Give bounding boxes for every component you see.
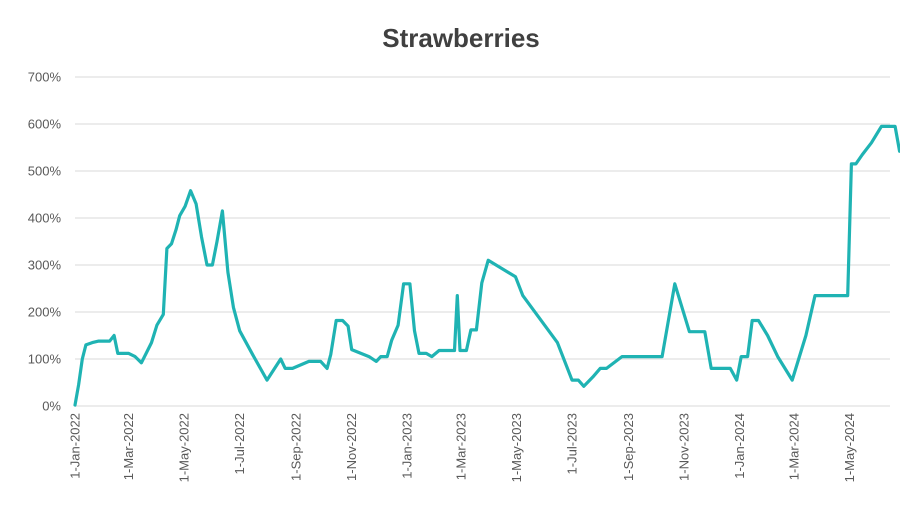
y-tick-label: 300% (28, 258, 62, 273)
x-tick-label: 1-Jan-2023 (400, 413, 415, 479)
x-tick-label: 1-Jan-2022 (68, 413, 83, 479)
x-tick-label: 1-Mar-2022 (121, 413, 136, 480)
y-tick-label: 600% (28, 117, 62, 132)
series-line (73, 124, 900, 407)
y-tick-label: 200% (28, 305, 62, 320)
y-tick-label: 0% (42, 399, 61, 414)
x-tick-label: 1-Sep-2023 (621, 413, 636, 481)
x-tick-label: 1-Mar-2023 (453, 413, 468, 480)
x-tick-label: 1-Jul-2022 (232, 413, 247, 474)
x-tick-label: 1-May-2022 (177, 413, 192, 482)
series-group (73, 124, 900, 407)
y-tick-label: 700% (28, 70, 62, 85)
x-tick-label: 1-Jul-2023 (564, 413, 579, 474)
x-tick-label: 1-May-2023 (509, 413, 524, 482)
y-tick-label: 400% (28, 211, 62, 226)
x-tick-label: 1-May-2024 (842, 413, 857, 482)
y-tick-label: 100% (28, 352, 62, 367)
x-tick-label: 1-Jan-2024 (732, 413, 747, 479)
chart-title: Strawberries (382, 23, 540, 53)
gridlines (75, 76, 890, 407)
x-tick-label: 1-Jul-2024 (898, 413, 900, 474)
x-axis: 1-Jan-2022 1-Mar-2022 1-May-2022 1-Jul-2022… (68, 413, 900, 482)
x-tick-label: 1-Nov-2022 (344, 413, 359, 481)
y-axis: 0% 100% 200% 300% 400% 500% 600% 700% (28, 70, 62, 414)
x-tick-label: 1-Sep-2022 (289, 413, 304, 481)
x-tick-label: 1-Mar-2024 (787, 413, 802, 480)
y-tick-label: 500% (28, 164, 62, 179)
x-tick-label: 1-Nov-2023 (676, 413, 691, 481)
